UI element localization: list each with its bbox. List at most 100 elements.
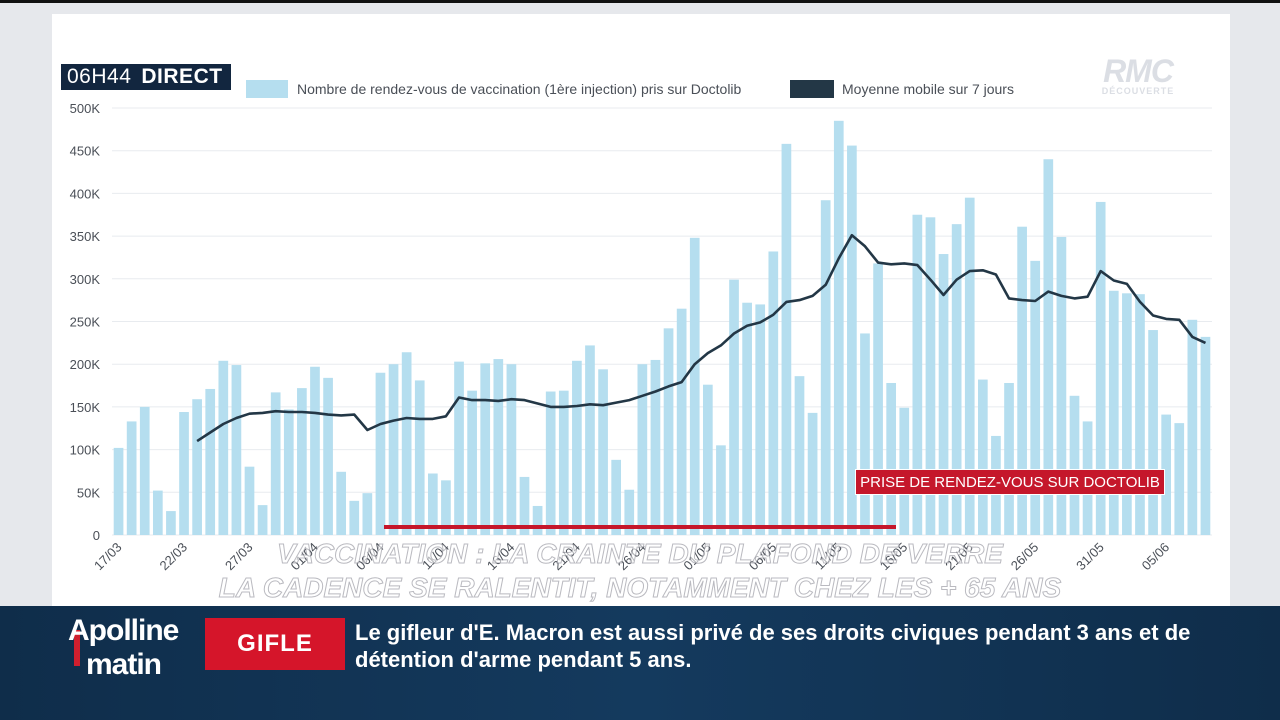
bar bbox=[716, 445, 726, 535]
x-tick-label: 05/06 bbox=[1139, 540, 1173, 574]
bar bbox=[480, 363, 491, 535]
top-edge-bar bbox=[0, 0, 1280, 3]
bar bbox=[1148, 330, 1158, 535]
bar bbox=[912, 214, 923, 535]
bar bbox=[1161, 414, 1172, 535]
channel-logo-main: RMC bbox=[1103, 53, 1174, 89]
bar bbox=[310, 366, 320, 535]
bars-layer bbox=[113, 120, 1211, 536]
bar bbox=[977, 379, 988, 535]
bar bbox=[388, 364, 399, 535]
bar bbox=[297, 388, 307, 535]
y-tick-label: 500K bbox=[70, 101, 101, 116]
bar bbox=[139, 406, 150, 535]
bar bbox=[1004, 382, 1014, 535]
bar bbox=[1030, 260, 1041, 535]
y-tick-label: 300K bbox=[70, 272, 101, 287]
bar bbox=[847, 145, 857, 536]
bar bbox=[742, 302, 752, 535]
bar bbox=[781, 143, 792, 536]
y-tick-label: 350K bbox=[70, 229, 101, 244]
bar bbox=[598, 369, 608, 535]
bar bbox=[1174, 423, 1185, 535]
channel-logo: RMC DÉCOUVERTE bbox=[1092, 53, 1184, 96]
bar bbox=[624, 489, 635, 535]
moving-average-line bbox=[196, 233, 1207, 443]
ticker-badge: GIFLE bbox=[205, 618, 345, 670]
bar bbox=[126, 421, 137, 535]
legend: Nombre de rendez-vous de vaccination (1è… bbox=[246, 80, 1014, 98]
legend-label-line: Moyenne mobile sur 7 jours bbox=[842, 81, 1014, 97]
bar bbox=[401, 352, 412, 535]
bar bbox=[257, 505, 268, 535]
bar bbox=[572, 360, 582, 535]
x-tick-label: 17/03 bbox=[91, 540, 125, 574]
bar bbox=[807, 412, 818, 535]
bar bbox=[244, 466, 255, 535]
bar bbox=[951, 224, 962, 536]
bar bbox=[1122, 293, 1132, 535]
y-tick-label: 50K bbox=[77, 485, 100, 500]
bar bbox=[585, 345, 595, 535]
bar bbox=[663, 328, 674, 535]
bar bbox=[349, 500, 360, 535]
bar bbox=[755, 304, 766, 535]
bar bbox=[467, 390, 477, 535]
bar bbox=[820, 200, 831, 535]
bar bbox=[231, 365, 242, 535]
channel-logo-sub: DÉCOUVERTE bbox=[1101, 86, 1175, 96]
bar bbox=[454, 361, 464, 535]
bar bbox=[1135, 294, 1145, 535]
bar bbox=[1017, 226, 1027, 535]
bar bbox=[152, 490, 163, 535]
bar bbox=[611, 459, 622, 535]
clock-time: 06H44 bbox=[67, 65, 132, 88]
bar bbox=[676, 308, 687, 535]
show-logo-accent bbox=[74, 630, 80, 666]
show-logo: Apolline matin bbox=[62, 616, 179, 686]
bar bbox=[506, 364, 517, 535]
line-layer bbox=[196, 233, 1207, 443]
bar bbox=[1187, 319, 1198, 535]
bar bbox=[166, 511, 176, 535]
bar bbox=[493, 359, 504, 535]
bar bbox=[270, 392, 281, 535]
live-clock: 06H44 DIRECT bbox=[60, 63, 232, 91]
overlay-title-line2: LA CADENCE SE RALENTIT, NOTAMMENT CHEZ L… bbox=[218, 572, 1062, 604]
y-tick-label: 0 bbox=[93, 528, 100, 543]
bar bbox=[532, 505, 543, 535]
bar bbox=[1056, 236, 1067, 536]
bar bbox=[886, 382, 897, 535]
legend-swatch-line bbox=[790, 80, 834, 98]
bar bbox=[323, 377, 333, 535]
bar bbox=[1108, 290, 1119, 535]
bar bbox=[964, 197, 975, 536]
legend-label-bars: Nombre de rendez-vous de vaccination (1è… bbox=[297, 81, 742, 97]
y-tick-label: 450K bbox=[70, 144, 101, 159]
show-logo-line2: matin bbox=[86, 648, 162, 681]
bar bbox=[860, 333, 870, 535]
highlight-underline bbox=[384, 525, 896, 529]
bar bbox=[414, 380, 425, 535]
bar bbox=[205, 388, 216, 535]
y-tick-label: 100K bbox=[70, 443, 101, 458]
bar bbox=[702, 384, 713, 535]
live-label: DIRECT bbox=[141, 65, 223, 88]
bar bbox=[938, 254, 949, 535]
chart-tag: PRISE DE RENDEZ-VOUS SUR DOCTOLIB bbox=[855, 469, 1165, 495]
bar bbox=[1200, 336, 1211, 535]
bar bbox=[375, 372, 386, 535]
y-tick-label: 400K bbox=[70, 186, 101, 201]
bar bbox=[179, 412, 189, 535]
bar bbox=[441, 480, 451, 535]
bar bbox=[283, 409, 294, 535]
bar bbox=[362, 493, 373, 535]
y-tick-label: 250K bbox=[70, 315, 101, 330]
bar bbox=[1069, 395, 1080, 535]
bar bbox=[768, 251, 779, 536]
bar bbox=[113, 447, 124, 535]
bar bbox=[689, 237, 700, 536]
bar bbox=[427, 473, 438, 535]
show-logo-line1: Apolline bbox=[68, 614, 179, 647]
